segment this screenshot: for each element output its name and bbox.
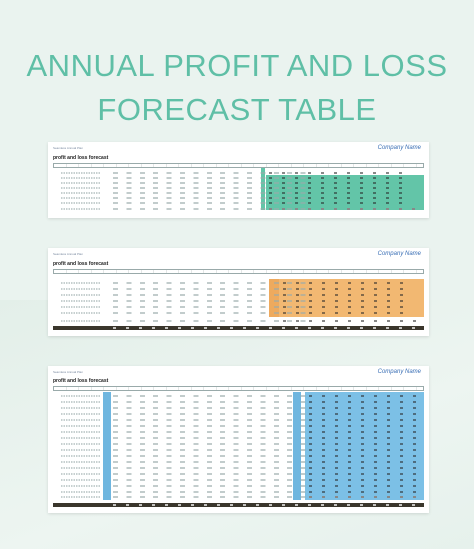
table-row [53,282,424,284]
table-row [53,443,424,445]
page-title-line-1: ANNUAL PROFIT AND LOSS [26,48,448,83]
table-row [53,473,424,475]
table-row [53,455,424,457]
table-row [53,479,424,481]
sheet-brand: Seamless Annual Plan [53,252,84,256]
forecast-highlight-block [305,392,424,500]
input-marker-column [103,392,111,500]
table-row [53,461,424,463]
table-row [53,407,424,409]
sheet-preview-green: Seamless Annual Plan Company Name profit… [48,142,429,218]
table-row [53,449,424,451]
table-row [53,395,424,397]
accent-marker-column [261,168,265,210]
table-row [53,491,424,493]
sheet-title: profit and loss forecast [53,261,109,267]
table-row [53,197,424,199]
table-row [53,288,424,290]
table-row [53,294,424,296]
table-row [53,312,424,314]
sheet-brand: Seamless Annual Plan [53,370,84,374]
sheet-preview-orange: Seamless Annual Plan Company Name profit… [48,248,429,336]
table-total-row [53,320,424,322]
table-total-row [53,496,424,498]
table-row [53,467,424,469]
table-row [53,425,424,427]
table-header-row [53,386,424,391]
table-row [53,192,424,194]
sheet-title: profit and loss forecast [53,155,109,161]
table-header-row [53,269,424,274]
sheet-brand: Seamless Annual Plan [53,146,84,150]
table-row [53,172,424,174]
forecast-highlight-block [279,279,424,317]
forecast-table [53,269,424,334]
forecast-table [53,163,424,215]
table-row [53,401,424,403]
sheet-preview-blue: Seamless Annual Plan Company Name profit… [48,366,429,513]
forecast-table [53,386,424,511]
sheet-title: profit and loss forecast [53,378,109,384]
page-title-line-2: FORECAST TABLE [97,92,377,127]
table-header-row [53,163,424,168]
table-row [53,177,424,179]
table-row [53,306,424,308]
net-profit-bar [53,503,424,507]
table-row [53,437,424,439]
table-row [53,419,424,421]
table-row [53,187,424,189]
company-name: Company Name [377,251,421,257]
table-row [53,300,424,302]
table-row [53,182,424,184]
table-row [53,202,424,204]
table-row [53,413,424,415]
table-total-row [53,208,424,210]
company-name: Company Name [377,369,421,375]
table-row [53,431,424,433]
company-name: Company Name [377,145,421,151]
accent-marker-column [293,392,301,500]
table-row [53,485,424,487]
gross-profit-bar [53,326,424,330]
